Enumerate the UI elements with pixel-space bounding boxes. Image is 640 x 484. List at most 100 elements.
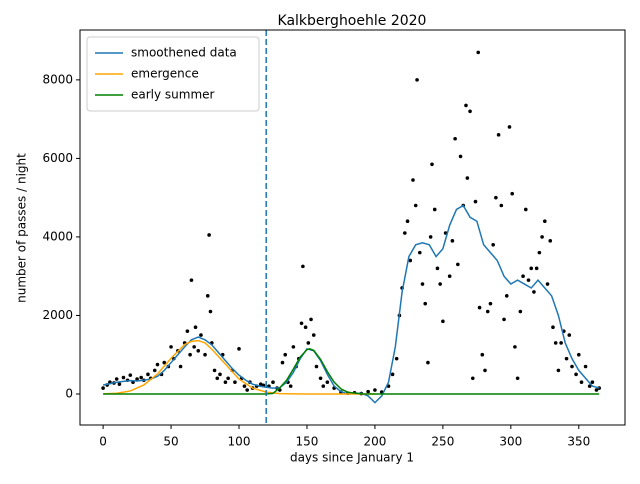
scatter-point <box>188 352 192 357</box>
scatter-point <box>590 380 595 385</box>
y-tick-label: 0 <box>65 386 73 400</box>
scatter-point <box>532 290 536 294</box>
scatter-point <box>534 266 539 271</box>
scatter-point <box>579 380 584 385</box>
scatter-point <box>426 360 430 365</box>
scatter-point <box>411 178 415 182</box>
scatter-point <box>223 380 228 385</box>
scatter-point <box>196 348 201 353</box>
legend-box <box>86 36 260 112</box>
line-series <box>102 204 600 404</box>
scatter-point <box>309 317 313 322</box>
scatter-point <box>169 345 173 349</box>
scatter-point <box>521 274 525 278</box>
legend-label: smoothened data <box>131 46 237 60</box>
scatter-point <box>576 352 581 357</box>
scatter-point <box>233 380 237 385</box>
scatter-point <box>245 388 249 392</box>
scatter-point <box>128 373 133 377</box>
scatter-point <box>218 372 222 377</box>
scatter-point <box>212 368 217 373</box>
scatter-point <box>192 345 196 349</box>
scatter-point <box>303 325 308 330</box>
scatter-point <box>185 329 190 333</box>
scatter-point <box>325 380 330 385</box>
x-tick-label: 350 <box>567 435 590 449</box>
scatter-point <box>456 262 460 267</box>
plot-frame <box>79 29 626 426</box>
scatter-point <box>453 136 457 141</box>
scatter-point <box>321 384 326 388</box>
x-tick-label: 300 <box>499 435 522 449</box>
scatter-point <box>215 376 220 381</box>
x-tick-label: 200 <box>363 435 386 449</box>
scatter-point <box>537 250 542 255</box>
scatter-point <box>465 176 470 180</box>
x-tick-label: 150 <box>296 435 319 449</box>
scatter-point <box>189 278 194 282</box>
x-tick-label: 0 <box>99 435 107 449</box>
scatter-point <box>438 282 442 286</box>
scatter-point <box>447 274 452 278</box>
scatter-point <box>480 352 485 357</box>
scatter-point <box>430 162 434 167</box>
scatter-point <box>485 309 490 314</box>
x-tick-label: 250 <box>431 435 454 449</box>
scatter-point <box>405 219 410 224</box>
y-tick-label: 8000 <box>42 72 73 86</box>
scatter-point <box>499 203 504 208</box>
scatter-point <box>496 133 501 137</box>
scatter-point <box>476 50 481 55</box>
scatter-point <box>545 282 550 286</box>
scatter-point <box>435 266 440 271</box>
scatter-point <box>594 388 599 392</box>
scatter-point <box>152 368 157 373</box>
scatter-point <box>162 360 167 365</box>
line-series <box>103 339 375 395</box>
scatter-point <box>464 103 468 108</box>
scatter-point <box>155 362 160 367</box>
scatter-point <box>413 203 418 208</box>
scatter-point <box>408 258 413 263</box>
scatter-point <box>146 372 150 377</box>
scatter-point <box>556 368 561 373</box>
legend-label: emergence <box>131 67 199 81</box>
scatter-point <box>583 364 588 369</box>
scatter-point <box>299 321 304 326</box>
scatter-point <box>237 347 241 351</box>
scatter-point <box>203 352 207 357</box>
scatter-point <box>458 154 463 159</box>
scatter-point <box>477 305 482 310</box>
x-axis-label: days since January 1 <box>290 451 414 465</box>
scatter-point <box>570 364 574 369</box>
scatter-point <box>417 250 422 255</box>
scatter-point <box>564 356 569 361</box>
scatter-point <box>101 386 105 390</box>
legend: smoothened data emergence early summer <box>86 36 260 112</box>
scatter-point <box>513 345 517 349</box>
scatter-point <box>226 376 230 381</box>
scatter-point <box>283 352 288 357</box>
scatter-point <box>543 219 547 224</box>
scatter-point <box>205 294 210 298</box>
scatter-point <box>373 388 377 392</box>
scatter-point <box>271 380 275 385</box>
scatter-point <box>423 301 428 306</box>
scatter-point <box>473 199 478 204</box>
scatter-point <box>178 364 183 369</box>
scatter-point <box>526 278 531 282</box>
scatter-point <box>468 109 472 114</box>
scatter-point <box>291 345 296 349</box>
scatter-point <box>117 382 122 386</box>
scatter-point <box>394 356 399 361</box>
y-axis-label: number of passes / night <box>15 153 29 303</box>
scatter-point <box>515 376 520 381</box>
scatter-point <box>559 341 563 345</box>
scatter-point <box>529 266 534 271</box>
scatter-point <box>193 325 198 330</box>
scatter-point <box>483 368 487 373</box>
scatter-point <box>207 233 211 237</box>
scatter-point <box>441 319 445 324</box>
chart-title: Kalkberghoehle 2020 <box>278 13 427 29</box>
